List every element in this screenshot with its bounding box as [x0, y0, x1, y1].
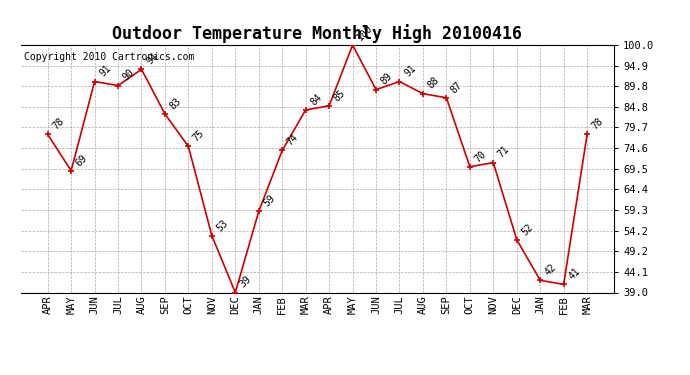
Text: 84: 84 [308, 92, 324, 107]
Text: 91: 91 [97, 63, 112, 79]
Text: Copyright 2010 Cartronics.com: Copyright 2010 Cartronics.com [23, 53, 194, 62]
Text: 100: 100 [355, 23, 375, 42]
Text: 87: 87 [449, 80, 464, 95]
Text: 42: 42 [543, 262, 558, 278]
Text: 70: 70 [473, 148, 488, 164]
Text: 39: 39 [238, 274, 253, 290]
Text: 78: 78 [50, 116, 66, 132]
Text: 89: 89 [379, 72, 394, 87]
Text: 69: 69 [74, 153, 89, 168]
Text: 53: 53 [215, 217, 230, 233]
Text: 85: 85 [332, 88, 347, 103]
Text: 41: 41 [566, 266, 582, 282]
Text: 52: 52 [520, 222, 535, 237]
Text: 75: 75 [191, 128, 206, 144]
Text: 71: 71 [496, 144, 511, 160]
Text: 90: 90 [121, 68, 136, 83]
Text: 74: 74 [285, 132, 300, 148]
Title: Outdoor Temperature Monthly High 20100416: Outdoor Temperature Monthly High 2010041… [112, 24, 522, 44]
Text: 91: 91 [402, 63, 417, 79]
Text: 88: 88 [426, 75, 441, 91]
Text: 83: 83 [168, 96, 183, 111]
Text: 59: 59 [262, 193, 277, 208]
Text: 78: 78 [590, 116, 605, 132]
Text: 94: 94 [144, 51, 159, 67]
